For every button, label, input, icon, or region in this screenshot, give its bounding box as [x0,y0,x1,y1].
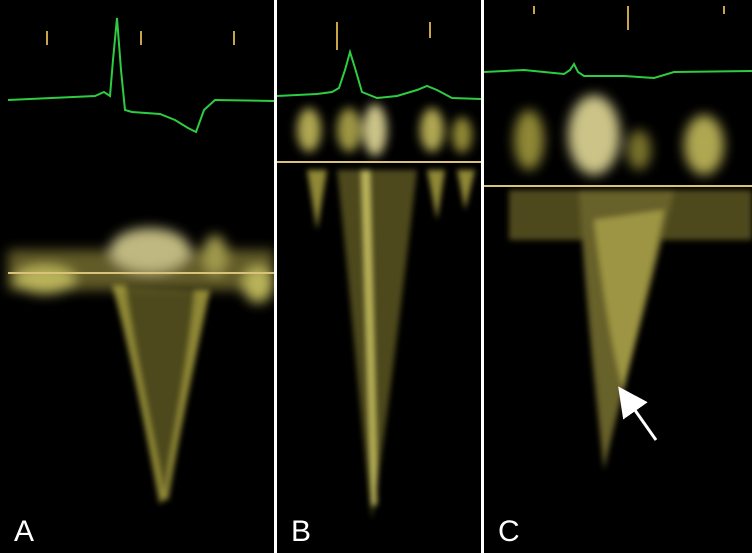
timing-markers [46,31,235,45]
doppler-trace-a [7,17,274,505]
ecg-trace [7,17,274,134]
ecg-trace [277,48,481,100]
panel-label-a: A [14,515,35,548]
doppler-panel-b: B [277,0,481,553]
panel-label-b: B [291,515,312,548]
annotation-arrow [618,386,658,441]
ecg-trace [484,62,752,80]
timing-markers [533,6,725,30]
doppler-trace-b [277,22,481,520]
doppler-panel-a: A [0,0,274,553]
timing-markers [336,22,431,50]
panel-label-c: C [498,515,520,548]
doppler-trace-c [484,6,752,470]
doppler-panel-c: C [484,0,752,553]
